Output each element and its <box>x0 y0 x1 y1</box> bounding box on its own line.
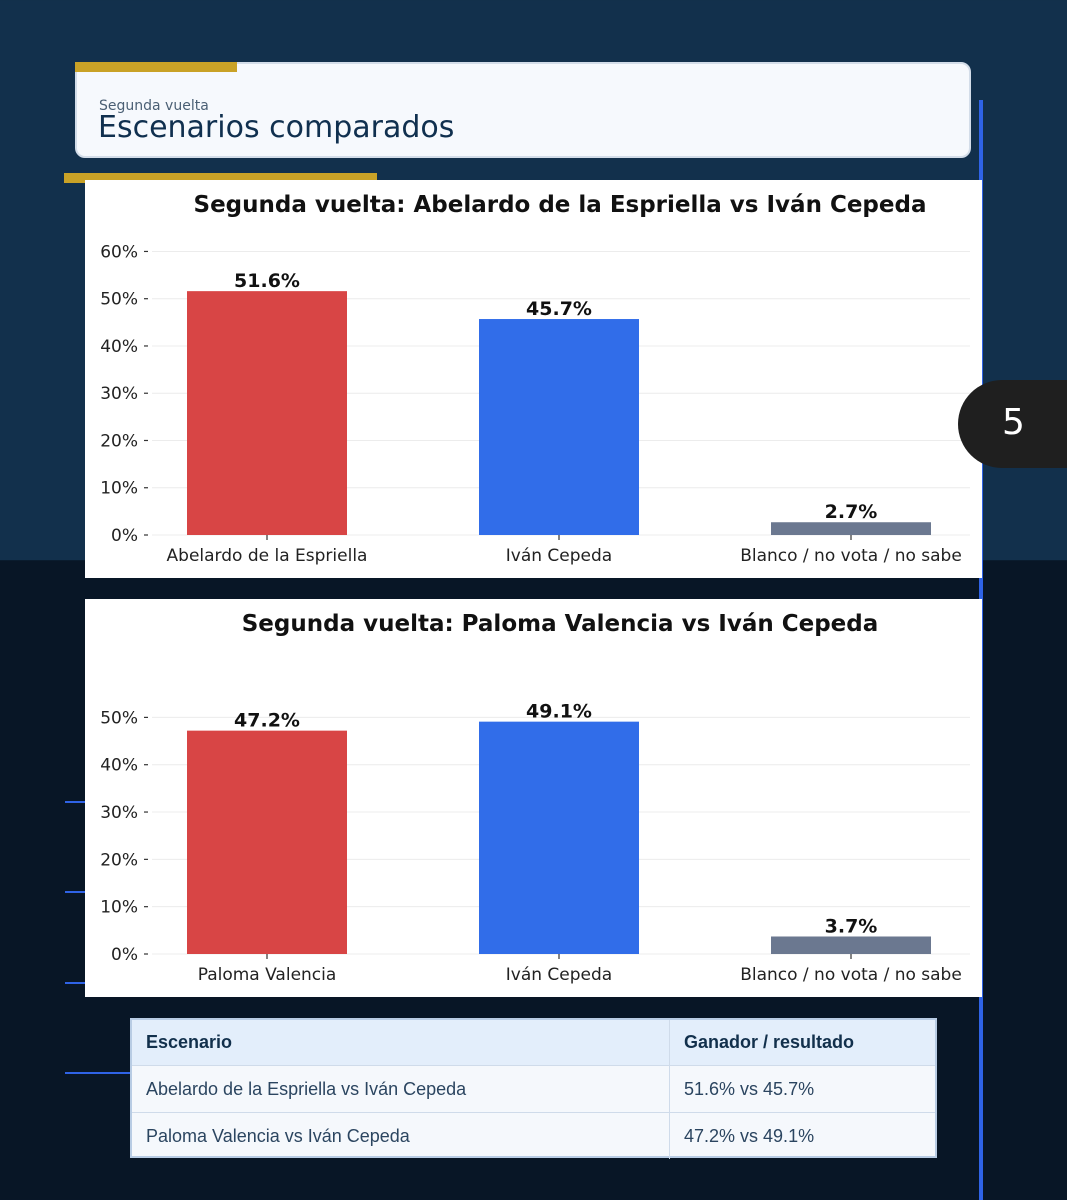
table-cell-scenario: Paloma Valencia vs Iván Cepeda <box>132 1112 670 1159</box>
x-category-label: Abelardo de la Espriella <box>167 546 368 566</box>
bar <box>771 522 931 535</box>
y-tick-label: 30% <box>100 384 138 404</box>
table-header-row: Escenario Ganador / resultado <box>132 1020 935 1066</box>
table-header-result: Ganador / resultado <box>669 1020 935 1066</box>
header-title: Escenarios comparados <box>98 110 455 145</box>
left-accent-line-1 <box>65 801 87 803</box>
y-tick-label: 50% <box>100 708 138 728</box>
header-kicker: Segunda vuelta <box>99 98 209 114</box>
bar <box>187 730 347 954</box>
x-category-label: Blanco / no vota / no sabe <box>740 546 962 566</box>
y-tick-label: 20% <box>100 850 138 870</box>
table-row: Paloma Valencia vs Iván Cepeda 47.2% vs … <box>132 1112 935 1159</box>
y-tick-label: 10% <box>100 479 138 499</box>
header-card: Segunda vuelta Escenarios comparados <box>75 62 971 158</box>
bar-value-label: 51.6% <box>234 270 300 292</box>
chart-1-svg: Segunda vuelta: Abelardo de la Espriella… <box>100 192 970 566</box>
bar <box>479 721 639 954</box>
bar-value-label: 2.7% <box>825 501 878 523</box>
bar <box>187 291 347 535</box>
page-number-badge: 5 <box>958 380 1067 468</box>
x-category-label: Iván Cepeda <box>506 546 612 566</box>
left-accent-line-2 <box>65 891 87 893</box>
y-tick-label: 40% <box>100 337 138 357</box>
table-cell-result: 47.2% vs 49.1% <box>684 1125 815 1146</box>
summary-table: Escenario Ganador / resultado Abelardo d… <box>132 1020 935 1159</box>
table-cell-result: 51.6% vs 45.7% <box>669 1065 935 1113</box>
page-number: 5 <box>1002 402 1025 443</box>
chart-panel-2: Segunda vuelta: Paloma Valencia vs Iván … <box>85 599 982 997</box>
left-accent-line-4 <box>65 1072 130 1074</box>
chart-panel-1: Segunda vuelta: Abelardo de la Espriella… <box>85 180 982 578</box>
x-category-label: Blanco / no vota / no sabe <box>740 965 962 985</box>
summary-table-container: Escenario Ganador / resultado Abelardo d… <box>130 1018 937 1159</box>
x-category-label: Paloma Valencia <box>198 965 337 985</box>
chart-2-svg: Segunda vuelta: Paloma Valencia vs Iván … <box>100 611 970 985</box>
y-tick-label: 20% <box>100 431 138 451</box>
x-category-label: Iván Cepeda <box>506 965 612 985</box>
gold-accent-top <box>75 62 237 72</box>
gold-accent-bottom <box>64 173 377 183</box>
bar <box>771 936 931 954</box>
y-tick-label: 10% <box>100 898 138 918</box>
bar <box>479 319 639 535</box>
y-tick-label: 0% <box>111 945 138 965</box>
bar-value-label: 47.2% <box>234 710 300 732</box>
table-cell-scenario: Abelardo de la Espriella vs Iván Cepeda <box>132 1065 670 1113</box>
y-tick-label: 50% <box>100 290 138 310</box>
bar-value-label: 49.1% <box>526 701 592 723</box>
y-tick-label: 0% <box>111 526 138 546</box>
table-header-scenario: Escenario <box>132 1020 670 1066</box>
y-tick-label: 60% <box>100 242 138 262</box>
table-row: Abelardo de la Espriella vs Iván Cepeda … <box>132 1065 935 1113</box>
left-accent-line-3 <box>65 982 87 984</box>
bar-value-label: 3.7% <box>825 915 878 937</box>
y-tick-label: 40% <box>100 756 138 776</box>
chart-title: Segunda vuelta: Abelardo de la Espriella… <box>194 192 927 218</box>
bar-value-label: 45.7% <box>526 298 592 320</box>
y-tick-label: 30% <box>100 803 138 823</box>
chart-title: Segunda vuelta: Paloma Valencia vs Iván … <box>242 611 879 637</box>
